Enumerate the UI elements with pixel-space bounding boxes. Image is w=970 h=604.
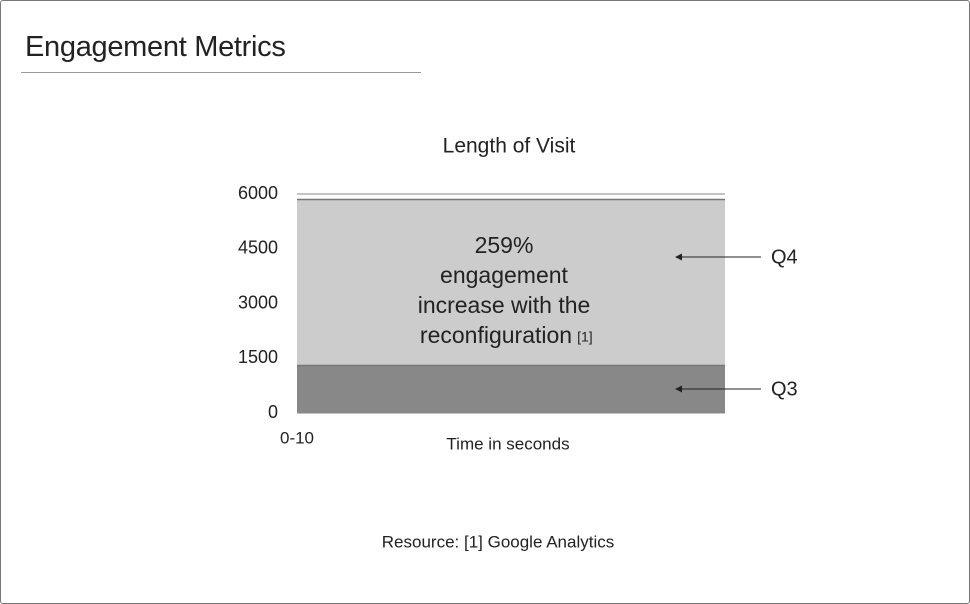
annotation-line: increase with the — [418, 292, 591, 318]
series-label: Q4 — [771, 246, 798, 268]
x-tick-label: 0-10 — [280, 428, 314, 447]
annotation-line: engagement — [440, 262, 568, 288]
title-rule — [21, 72, 421, 73]
arrow-head — [675, 385, 682, 393]
arrow-head — [675, 253, 682, 261]
y-tick-label: 0 — [268, 402, 278, 422]
annotation-line: 259% — [475, 232, 534, 258]
annotation-line: reconfiguration — [420, 322, 572, 348]
y-tick-label: 3000 — [238, 292, 278, 312]
series-label: Q3 — [771, 378, 798, 400]
area — [297, 365, 725, 413]
y-tick-label: 4500 — [238, 238, 278, 258]
annotation-ref: [1] — [577, 329, 593, 345]
footnote: Resource: [1] Google Analytics — [382, 532, 614, 551]
page-title: Engagement Metrics — [25, 31, 286, 63]
y-tick-label: 6000 — [238, 183, 278, 203]
chart-title: Length of Visit — [443, 135, 576, 158]
x-axis-label: Time in seconds — [446, 434, 569, 453]
y-tick-label: 1500 — [238, 347, 278, 367]
